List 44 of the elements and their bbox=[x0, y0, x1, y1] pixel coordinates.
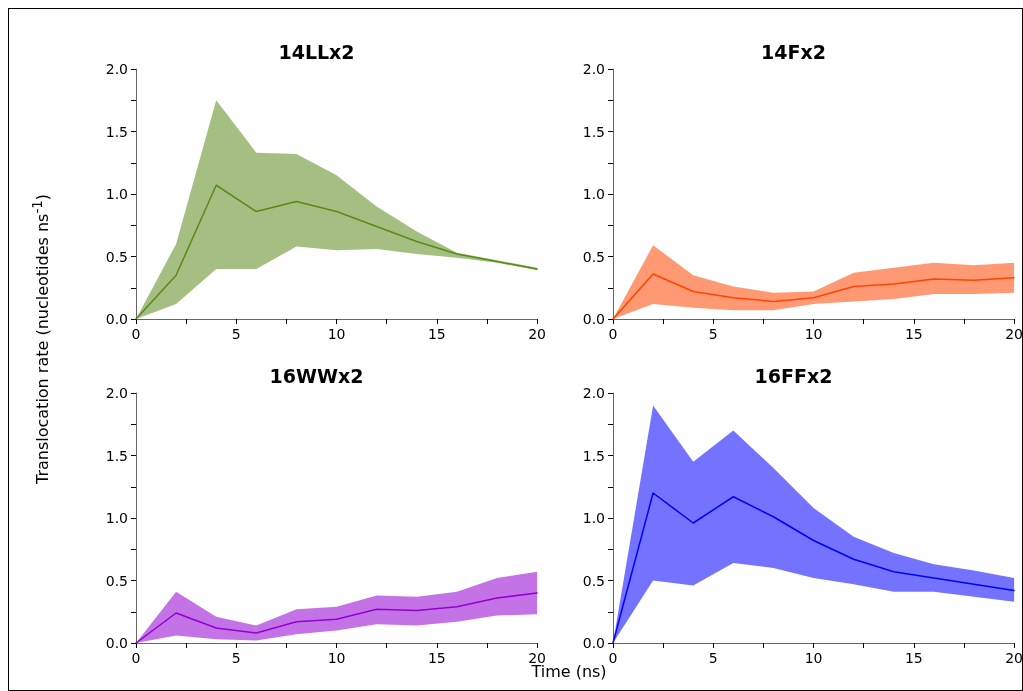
y-tick-label: 0.5 bbox=[105, 248, 128, 265]
y-tick-label: 0.0 bbox=[105, 311, 128, 327]
x-tick-label: 15 bbox=[904, 650, 923, 666]
chart-title: 16WWx2 bbox=[269, 364, 364, 387]
x-tick-label: 20 bbox=[1005, 326, 1023, 342]
y-tick-label: 0.5 bbox=[582, 248, 605, 265]
y-tick-label: 2.0 bbox=[105, 61, 128, 77]
y-tick-label: 2.0 bbox=[582, 385, 605, 401]
x-tick-label: 20 bbox=[528, 650, 547, 666]
chart-title: 16FFx2 bbox=[754, 364, 833, 387]
y-tick-label: 1.5 bbox=[105, 447, 128, 464]
y-tick-label: 1.5 bbox=[582, 123, 605, 140]
x-tick-label: 20 bbox=[528, 326, 547, 342]
x-tick-label: 15 bbox=[904, 326, 923, 342]
chart-title: 14LLx2 bbox=[278, 40, 355, 63]
y-tick-label: 0.5 bbox=[582, 572, 605, 589]
x-tick-label: 5 bbox=[708, 650, 718, 666]
x-tick-label: 10 bbox=[804, 650, 823, 666]
x-tick-label: 5 bbox=[708, 326, 718, 342]
x-tick-label: 10 bbox=[327, 650, 346, 666]
x-tick-label: 10 bbox=[804, 326, 823, 342]
y-tick-label: 0.5 bbox=[105, 572, 128, 589]
y-tick-label: 2.0 bbox=[582, 61, 605, 77]
y-tick-label: 1.0 bbox=[582, 510, 605, 526]
x-tick-label: 20 bbox=[1005, 650, 1023, 666]
y-tick-label: 1.0 bbox=[105, 186, 128, 202]
x-tick-label: 5 bbox=[231, 326, 241, 342]
x-tick-label: 10 bbox=[327, 326, 346, 342]
x-tick-label: 15 bbox=[427, 326, 446, 342]
y-tick-label: 1.0 bbox=[105, 510, 128, 526]
x-tick-label: 0 bbox=[608, 650, 618, 666]
x-tick-label: 5 bbox=[231, 650, 241, 666]
y-tick-label: 0.0 bbox=[105, 635, 128, 651]
y-tick-label: 0.0 bbox=[582, 311, 605, 327]
y-tick-label: 0.0 bbox=[582, 635, 605, 651]
chart-title: 14Fx2 bbox=[761, 40, 826, 63]
y-tick-label: 1.5 bbox=[582, 447, 605, 464]
x-tick-label: 0 bbox=[131, 650, 141, 666]
x-tick-label: 0 bbox=[608, 326, 618, 342]
y-tick-label: 1.0 bbox=[582, 186, 605, 202]
x-tick-label: 15 bbox=[427, 650, 446, 666]
x-tick-label: 0 bbox=[131, 326, 141, 342]
y-tick-label: 1.5 bbox=[105, 123, 128, 140]
y-tick-label: 2.0 bbox=[105, 385, 128, 401]
